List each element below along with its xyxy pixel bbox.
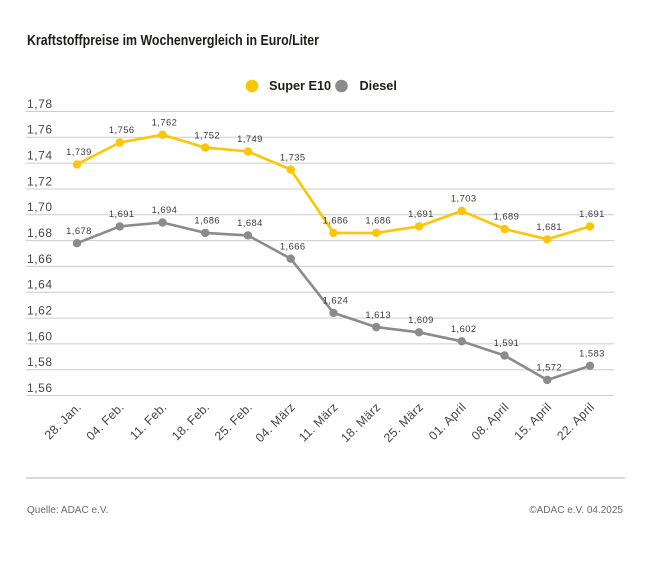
svg-text:1,691: 1,691 (579, 208, 605, 219)
svg-text:1,60: 1,60 (27, 329, 53, 343)
svg-text:1,689: 1,689 (494, 211, 520, 222)
svg-text:1,749: 1,749 (237, 133, 263, 144)
svg-text:1,762: 1,762 (152, 116, 178, 127)
svg-text:1,686: 1,686 (194, 215, 220, 226)
svg-text:1,572: 1,572 (536, 362, 562, 373)
svg-text:1,64: 1,64 (27, 278, 53, 292)
svg-text:1,735: 1,735 (280, 151, 306, 162)
svg-text:1,694: 1,694 (152, 204, 178, 215)
svg-text:1,739: 1,739 (66, 146, 92, 157)
svg-text:©ADAC e.V. 04.2025: ©ADAC e.V. 04.2025 (529, 505, 623, 516)
svg-text:1,72: 1,72 (27, 174, 53, 188)
svg-text:1,703: 1,703 (451, 193, 477, 204)
svg-text:1,609: 1,609 (408, 314, 434, 325)
svg-text:1,691: 1,691 (109, 208, 135, 219)
svg-text:1,58: 1,58 (27, 355, 53, 369)
svg-text:1,684: 1,684 (237, 217, 263, 228)
svg-text:1,624: 1,624 (323, 295, 349, 306)
svg-text:1,74: 1,74 (27, 149, 53, 163)
svg-text:1,68: 1,68 (27, 226, 53, 240)
svg-text:Quelle: ADAC e.V.: Quelle: ADAC e.V. (27, 505, 108, 516)
svg-text:1,62: 1,62 (27, 304, 53, 318)
svg-text:1,76: 1,76 (27, 123, 53, 137)
svg-text:1,666: 1,666 (280, 240, 306, 251)
svg-text:1,752: 1,752 (194, 129, 220, 140)
svg-text:1,56: 1,56 (27, 381, 53, 395)
svg-text:1,681: 1,681 (536, 221, 562, 232)
svg-text:1,691: 1,691 (408, 208, 434, 219)
svg-text:1,686: 1,686 (365, 215, 391, 226)
svg-text:1,678: 1,678 (66, 225, 92, 236)
svg-text:1,756: 1,756 (109, 124, 135, 135)
svg-text:1,613: 1,613 (365, 309, 391, 320)
svg-text:Super E10: Super E10 (269, 79, 331, 93)
svg-text:Kraftstoffpreise im Wochenverg: Kraftstoffpreise im Wochenvergleich in E… (27, 33, 319, 49)
svg-text:1,583: 1,583 (579, 348, 605, 359)
svg-text:Diesel: Diesel (360, 79, 397, 93)
svg-text:1,686: 1,686 (323, 215, 349, 226)
svg-text:1,78: 1,78 (27, 97, 53, 111)
svg-text:1,70: 1,70 (27, 200, 53, 214)
svg-text:1,602: 1,602 (451, 323, 477, 334)
svg-text:1,66: 1,66 (27, 252, 53, 266)
svg-text:1,591: 1,591 (494, 337, 520, 348)
